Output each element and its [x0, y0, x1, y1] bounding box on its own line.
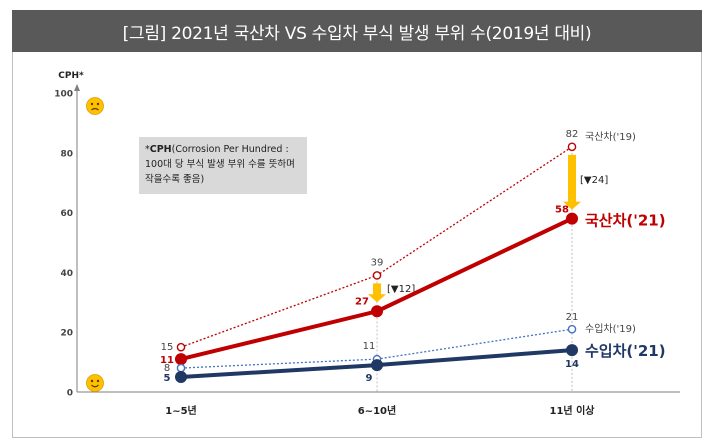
decrease-arrow	[368, 283, 386, 303]
y-tick-label: 0	[67, 389, 73, 399]
frown-face-icon	[86, 97, 104, 115]
x-tick-label: 6~10년	[358, 404, 396, 417]
data-point	[176, 342, 186, 352]
y-axis-arrow	[74, 84, 80, 91]
series-name-label: 국산차('21)	[585, 212, 666, 230]
data-point	[372, 271, 382, 280]
decrease-arrow	[563, 154, 581, 210]
data-point	[175, 371, 187, 384]
note-text: (Corrosion Per Hundred : 100대 당 부식 발생 부위…	[145, 144, 295, 185]
data-label: 82	[566, 129, 579, 140]
chart-frame	[12, 52, 702, 438]
chart-title: [그림] 2021년 국산차 VS 수입차 부식 발생 부위 수(2019년 대…	[122, 23, 592, 44]
data-label: 14	[565, 359, 579, 370]
series-name-label: 수입차('21)	[585, 342, 666, 360]
data-label: 39	[371, 257, 384, 268]
chart-title-banner: [그림] 2021년 국산차 VS 수입차 부식 발생 부위 수(2019년 대…	[12, 10, 702, 52]
data-label: 21	[566, 312, 579, 323]
data-label: 15	[161, 342, 174, 353]
y-tick-label: 20	[60, 329, 73, 339]
series-name-label: 국산차('19)	[585, 131, 636, 143]
data-label: 58	[555, 205, 569, 216]
y-tick-label: 100	[54, 90, 73, 100]
data-point	[566, 212, 578, 225]
data-label: 11	[160, 355, 174, 366]
data-point	[567, 142, 577, 152]
smile-face-icon	[86, 374, 104, 392]
y-tick-label: 60	[60, 209, 73, 219]
note-prefix: *	[145, 144, 150, 155]
data-point	[566, 344, 578, 357]
data-point	[176, 363, 186, 373]
data-point	[567, 324, 577, 334]
note-term: CPH	[149, 144, 172, 155]
y-axis-label: CPH*	[58, 71, 84, 81]
data-label: 11	[363, 341, 376, 352]
y-tick-label: 40	[60, 269, 73, 279]
data-label: 5	[164, 373, 171, 384]
series-name-label: 수입차('19)	[585, 322, 636, 335]
x-tick-label: 1~5년	[165, 404, 197, 417]
data-label: 27	[355, 296, 369, 307]
decrease-annotation: [▼24]	[580, 175, 608, 186]
data-point	[371, 359, 383, 372]
cph-note-box: *CPH(Corrosion Per Hundred : 100대 당 부식 발…	[139, 137, 307, 194]
data-point	[371, 305, 383, 318]
y-tick-label: 80	[60, 149, 73, 159]
data-label: 9	[366, 373, 373, 384]
x-tick-label: 11년 이상	[550, 404, 596, 417]
decrease-annotation: [▼12]	[387, 284, 415, 295]
data-label: 8	[164, 363, 170, 374]
data-point	[175, 353, 187, 366]
